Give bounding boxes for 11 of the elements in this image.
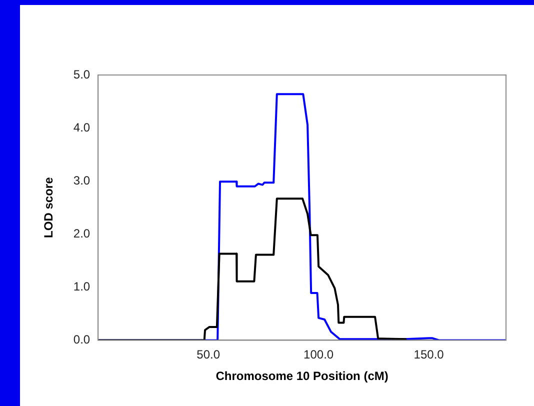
x-tick-label: 50.0 bbox=[196, 348, 220, 362]
y-tick-label: 5.0 bbox=[73, 67, 90, 82]
y-axis-title: LOD score bbox=[42, 176, 56, 238]
y-tick-label: 0.0 bbox=[73, 332, 90, 347]
x-tick-label: 100.0 bbox=[304, 348, 334, 362]
y-tick-label: 3.0 bbox=[73, 173, 90, 188]
y-tick-label: 1.0 bbox=[73, 279, 90, 294]
x-axis-title: Chromosome 10 Position (cM) bbox=[216, 369, 388, 384]
y-tick-label: 4.0 bbox=[73, 120, 90, 134]
x-tick-label: 150.0 bbox=[414, 348, 444, 362]
y-tick-label: 2.0 bbox=[73, 226, 90, 240]
